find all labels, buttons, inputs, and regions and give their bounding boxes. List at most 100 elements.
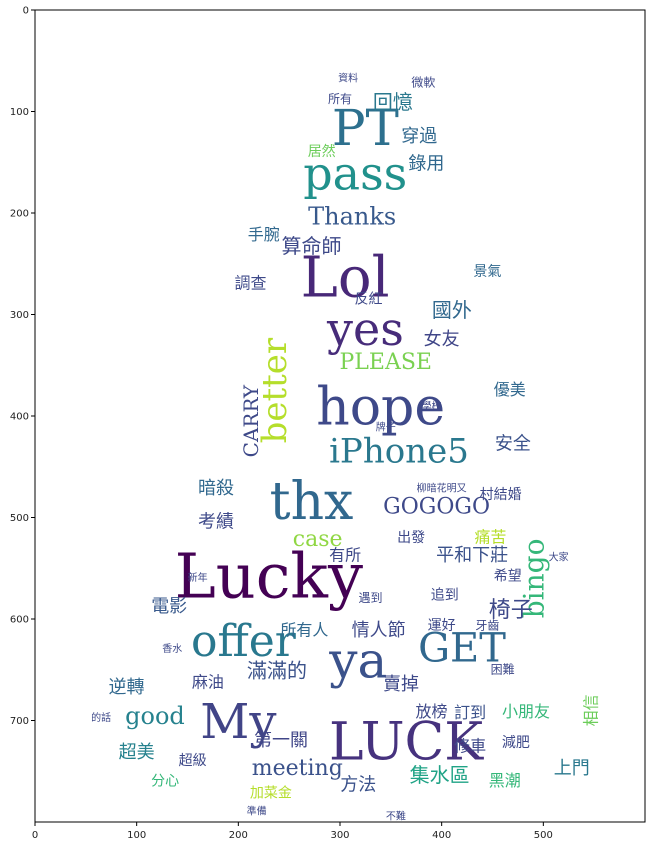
word-51: 景氣 [473,264,501,280]
x-tick-label: 400 [432,830,451,841]
word-50: 優美 [494,380,526,399]
word-37: 黑潮 [489,771,521,790]
y-axis: 0 100 200 300 400 500 600 700 [10,6,35,727]
word-18: CARRY [239,384,263,457]
word-24: 錄用 [408,153,444,174]
x-tick-label: 200 [229,830,248,841]
plot-frame [34,9,646,823]
word-65: 所有 [328,92,352,106]
word-66: 資料 [338,72,358,85]
word-25: 算命師 [282,234,342,258]
word-72: 的話 [91,711,111,724]
word-10: My [200,694,276,750]
word-69: 反紅 [354,291,382,307]
word-3: yes [326,302,404,356]
word-21: case [293,527,343,552]
x-tick-label: 500 [534,830,553,841]
word-31: 情人節 [352,620,406,641]
word-49: 考績 [198,512,234,533]
word-14: bingo [518,539,551,619]
word-61: 減肥 [502,734,530,751]
word-43: 賣掉 [383,674,419,695]
word-70: 香水 [162,643,182,655]
word-56: 修車 [454,736,486,755]
word-4: thx [270,472,354,532]
word-32: 滿滿的 [247,658,307,682]
word-20: good [125,702,185,730]
word-48: 暗殺 [198,478,234,499]
word-5: PT [332,99,399,157]
word-57: 所有人 [280,621,328,640]
y-tick-label: 100 [10,107,29,118]
word-73: 準備 [247,804,267,817]
word-28: 平和下莊 [436,545,508,566]
word-30: 電影 [151,596,187,617]
x-tick-label: 100 [127,830,146,841]
word-68: 居然 [308,143,336,160]
word-35: 方法 [340,774,376,795]
word-54: 痛苦 [474,527,506,546]
word-77: 村結婚 [480,487,522,503]
word-67: 微軟 [411,75,435,90]
word-46: 有所 [329,546,361,565]
word-29: 椅子 [489,598,533,623]
word-17: PLEASE [340,350,433,375]
y-tick-label: 400 [10,412,29,423]
word-59: 分心 [151,773,179,789]
x-tick-label: 0 [32,830,38,841]
word-0: Lucky [175,540,363,613]
word-74: 不難 [386,809,406,822]
x-tick-label: 300 [330,830,349,841]
y-tick-label: 700 [10,716,29,727]
word-9: GET [418,625,506,671]
word-53: 調查 [235,274,267,293]
y-tick-label: 300 [10,310,29,321]
y-tick-label: 200 [10,209,29,220]
word-34: 超美 [119,742,155,763]
word-2: hope [316,377,445,437]
word-63: 追到 [431,588,459,604]
word-19: meeting [252,756,343,781]
word-71: 牙齒 [475,619,499,633]
word-64: 運好 [428,618,456,634]
word-55: 出發 [397,530,425,546]
word-36: 集水區 [410,763,470,787]
word-62: 希望 [494,568,522,584]
word-26: 國外 [432,298,472,322]
word-13: better [255,337,295,443]
word-79: 遇到 [358,591,382,605]
word-15: GOGOGO [383,494,490,519]
word-52: 手腕 [248,225,280,244]
word-39: 相信 [582,694,601,726]
word-8: ya [328,632,387,690]
word-42: 放榜 [415,702,447,721]
x-axis: 0 100 200 300 400 500 [32,822,553,841]
word-58: 超級 [179,753,207,769]
word-22: 回憶 [373,90,413,114]
word-78: 柳暗花明又 [417,482,467,495]
word-33: 逆轉 [109,677,145,698]
word-75: 學校 [422,399,442,412]
y-tick-label: 600 [10,615,29,626]
word-23: 穿過 [401,126,437,147]
word-81: 大家 [549,551,569,564]
y-tick-label: 500 [10,513,29,524]
word-40: 小朋友 [502,702,550,721]
word-60: 加菜金 [250,786,292,802]
word-44: 麻油 [192,672,224,691]
word-27: 女友 [424,329,460,350]
y-tick-label: 0 [23,6,29,17]
word-41: 訂到 [454,703,486,722]
word-80: 困難 [491,661,515,676]
word-47: 安全 [495,433,531,454]
word-6: pass [303,146,407,200]
word-7: offer [191,616,297,667]
word-1: Lol [301,246,390,311]
word-16: Thanks [308,203,396,231]
word-76: 新年 [188,571,208,584]
word-12: iPhone5 [329,432,469,472]
word-11: LUCK [329,712,484,772]
word-45: 第一關 [254,730,308,751]
